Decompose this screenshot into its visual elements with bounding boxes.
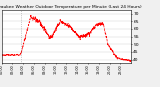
Title: Milwaukee Weather Outdoor Temperature per Minute (Last 24 Hours): Milwaukee Weather Outdoor Temperature pe… bbox=[0, 5, 142, 9]
